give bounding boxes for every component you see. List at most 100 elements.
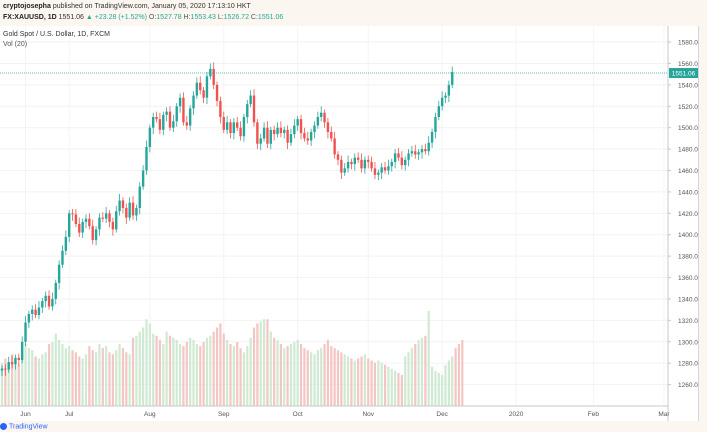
volume-bar xyxy=(461,339,464,406)
volume-bar xyxy=(310,352,313,406)
candle xyxy=(400,151,404,170)
volume-bar xyxy=(91,350,94,406)
volume-bar xyxy=(101,348,104,406)
candle-body xyxy=(121,200,125,208)
time-axis[interactable]: JunJulAugSepOctNovDec2020FebMarApr xyxy=(0,405,698,418)
volume-bar xyxy=(185,341,188,406)
candle-body xyxy=(373,168,377,175)
candle xyxy=(135,204,138,221)
candle xyxy=(195,77,199,99)
candle xyxy=(118,194,121,216)
candle-body xyxy=(61,250,64,265)
volume-bar xyxy=(239,348,242,406)
current-price-line: 1551.06 xyxy=(0,68,698,79)
candle xyxy=(182,92,185,126)
candle-body xyxy=(393,153,397,162)
candle-body xyxy=(78,224,81,233)
volume-bar xyxy=(373,362,377,406)
volume-bar xyxy=(10,354,14,406)
candle-body xyxy=(249,95,252,105)
candle-body xyxy=(14,357,17,365)
volume-bar xyxy=(61,344,64,406)
volume-bar xyxy=(37,358,41,406)
candle xyxy=(185,115,188,130)
candle-body xyxy=(346,161,350,169)
candle-body xyxy=(447,84,451,96)
candle-body xyxy=(71,213,74,215)
candle-body xyxy=(91,226,94,241)
volume-bar xyxy=(454,348,457,406)
candle-body xyxy=(252,95,256,123)
candle-body xyxy=(387,166,390,171)
candle-body xyxy=(299,119,303,134)
candle-body xyxy=(74,214,78,225)
candle xyxy=(165,107,168,122)
candle-body xyxy=(380,167,383,173)
candle-body xyxy=(353,157,356,165)
x-tick-label: Dec xyxy=(436,411,448,418)
volume-bar xyxy=(202,341,205,406)
volume-bar xyxy=(128,354,131,406)
candle-body xyxy=(293,125,296,135)
candle xyxy=(94,226,98,246)
candle-body xyxy=(303,133,306,139)
volume-bar xyxy=(192,339,195,406)
candle-body xyxy=(165,111,168,115)
candle-body xyxy=(44,295,47,302)
candle-body xyxy=(192,95,195,109)
x-tick-label: Aug xyxy=(144,411,156,418)
candle-body xyxy=(172,121,175,128)
volume-bar xyxy=(182,346,185,406)
candle xyxy=(74,209,78,228)
volume-bar xyxy=(404,356,407,406)
open-value: 1527.78 xyxy=(156,14,182,21)
footer-brand: TradingView xyxy=(9,423,48,431)
candle xyxy=(343,163,346,176)
candle xyxy=(188,105,192,131)
tradingview-footer[interactable]: TradingView xyxy=(0,423,48,430)
publish-header: cryptojosepha published on TradingView.c… xyxy=(0,0,707,26)
close-value: 1551.06 xyxy=(257,14,284,21)
volume-bar xyxy=(88,346,91,406)
volume-bar xyxy=(81,358,84,406)
volume-bar xyxy=(138,331,141,406)
candle-body xyxy=(158,119,162,130)
candle-body xyxy=(84,218,88,222)
candle xyxy=(367,155,370,169)
publisher-name[interactable]: cryptojosepha xyxy=(3,3,51,10)
candle-body xyxy=(118,200,121,212)
volume-bar xyxy=(293,341,296,406)
volume-bar xyxy=(457,344,461,406)
volume-bar xyxy=(333,348,336,406)
candle xyxy=(434,112,437,139)
candle-body xyxy=(10,362,14,365)
volume-bar xyxy=(175,339,178,406)
candle-body xyxy=(24,322,27,342)
candle-body xyxy=(316,116,320,126)
candle xyxy=(296,115,299,131)
candle xyxy=(125,203,128,225)
candle xyxy=(313,121,316,139)
volume-bar xyxy=(135,335,138,406)
candle xyxy=(202,87,205,104)
y-tick-label: 1420.00 xyxy=(678,211,698,218)
volume-bar xyxy=(232,346,235,406)
volume-bar xyxy=(256,323,259,406)
volume-bar xyxy=(420,337,424,406)
candle-body xyxy=(407,153,410,160)
candle xyxy=(252,89,256,127)
volume-bar xyxy=(51,341,54,406)
candle-body xyxy=(377,172,380,175)
candle xyxy=(276,122,279,138)
volume-bar xyxy=(195,344,198,406)
candle xyxy=(262,122,266,142)
volume-bar xyxy=(94,352,98,406)
candle xyxy=(152,112,155,135)
price-axis[interactable]: 1260.00 1280.00 1300.00 1320.00 1340.00 1360.… xyxy=(667,26,698,421)
price-chart[interactable]: 1551.06 1260.00 1280.00 1300.00 1320.00 1340… xyxy=(0,26,698,421)
candle-body xyxy=(410,151,414,154)
symbol: FX:XAUUSD, 1D xyxy=(3,14,57,21)
volume-bar xyxy=(336,350,340,406)
volume-bar xyxy=(414,344,417,406)
candle-body xyxy=(420,149,424,153)
